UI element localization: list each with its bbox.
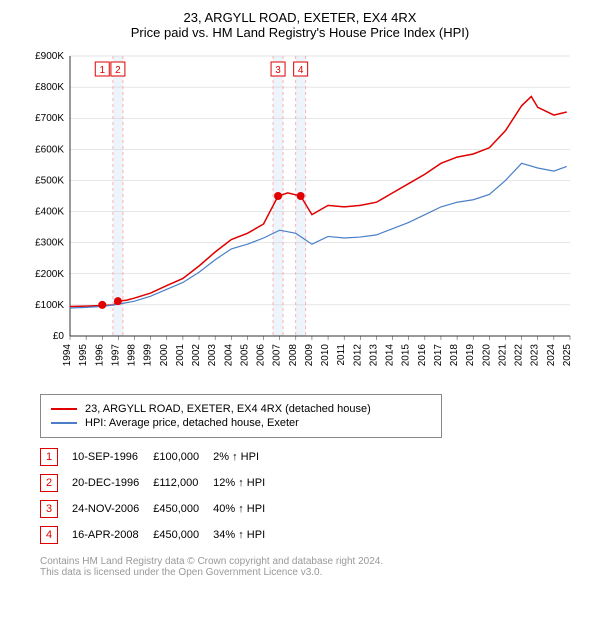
svg-text:£700K: £700K <box>35 113 64 124</box>
event-pct: 34% ↑ HPI <box>213 522 279 548</box>
event-price: £450,000 <box>153 522 213 548</box>
svg-text:2003: 2003 <box>207 344 218 367</box>
svg-text:2019: 2019 <box>465 344 476 367</box>
svg-text:2004: 2004 <box>223 344 234 367</box>
footer-attribution: Contains HM Land Registry data © Crown c… <box>40 556 590 578</box>
chart-title: 23, ARGYLL ROAD, EXETER, EX4 4RX Price p… <box>10 10 590 40</box>
legend-swatch <box>51 422 77 424</box>
svg-text:2014: 2014 <box>385 344 396 367</box>
table-row: 1 10-SEP-1996£100,0002% ↑ HPI <box>40 444 279 470</box>
event-date: 16-APR-2008 <box>72 522 153 548</box>
svg-text:2000: 2000 <box>159 344 170 367</box>
event-date: 20-DEC-1996 <box>72 470 153 496</box>
svg-text:2010: 2010 <box>320 344 331 367</box>
table-row: 4 16-APR-2008£450,00034% ↑ HPI <box>40 522 279 548</box>
event-date: 10-SEP-1996 <box>72 444 153 470</box>
svg-text:1999: 1999 <box>143 344 154 367</box>
event-pct: 12% ↑ HPI <box>213 470 279 496</box>
svg-text:2011: 2011 <box>336 344 347 366</box>
svg-text:2008: 2008 <box>288 344 299 367</box>
marker-label-3: 3 <box>275 65 281 76</box>
event-marker: 1 <box>40 448 58 466</box>
svg-text:£800K: £800K <box>35 82 64 93</box>
event-marker: 2 <box>40 474 58 492</box>
svg-text:1998: 1998 <box>127 344 138 367</box>
event-marker: 3 <box>40 500 58 518</box>
svg-text:2021: 2021 <box>497 344 508 367</box>
svg-text:2016: 2016 <box>417 344 428 367</box>
price-chart: £0 £100K £200K £300K £400K £500K £600K £700K £80… <box>20 46 580 386</box>
legend-row-0: 23, ARGYLL ROAD, EXETER, EX4 4RX (detach… <box>51 403 431 415</box>
legend-label: 23, ARGYLL ROAD, EXETER, EX4 4RX (detach… <box>85 403 371 415</box>
svg-text:2007: 2007 <box>272 344 283 367</box>
svg-text:£600K: £600K <box>35 144 64 155</box>
svg-text:2020: 2020 <box>481 344 492 367</box>
svg-text:2013: 2013 <box>368 344 379 367</box>
svg-text:2001: 2001 <box>175 344 186 367</box>
svg-text:£400K: £400K <box>35 207 64 218</box>
svg-text:2002: 2002 <box>191 344 202 367</box>
chart-container: £0 £100K £200K £300K £400K £500K £600K £700K £80… <box>20 46 580 386</box>
footer-line-1: Contains HM Land Registry data © Crown c… <box>40 556 590 567</box>
marker-dot-3 <box>274 192 282 200</box>
marker-dot-2 <box>114 297 122 305</box>
svg-text:2006: 2006 <box>256 344 267 367</box>
svg-text:1995: 1995 <box>78 344 89 367</box>
svg-text:2024: 2024 <box>546 344 557 367</box>
title-line-1: 23, ARGYLL ROAD, EXETER, EX4 4RX <box>10 10 590 25</box>
svg-text:1994: 1994 <box>62 344 73 367</box>
svg-text:£100K: £100K <box>35 300 64 311</box>
svg-text:2025: 2025 <box>562 344 573 367</box>
legend: 23, ARGYLL ROAD, EXETER, EX4 4RX (detach… <box>40 394 442 438</box>
svg-text:2017: 2017 <box>433 344 444 367</box>
marker-dot-1 <box>98 301 106 309</box>
marker-dot-4 <box>297 192 305 200</box>
footer-line-2: This data is licensed under the Open Gov… <box>40 567 590 578</box>
table-row: 2 20-DEC-1996£112,00012% ↑ HPI <box>40 470 279 496</box>
marker-label-4: 4 <box>298 65 304 76</box>
event-pct: 2% ↑ HPI <box>213 444 279 470</box>
event-marker: 4 <box>40 526 58 544</box>
event-pct: 40% ↑ HPI <box>213 496 279 522</box>
svg-text:£200K: £200K <box>35 269 64 280</box>
svg-text:2012: 2012 <box>352 344 363 367</box>
svg-text:£300K: £300K <box>35 238 64 249</box>
svg-text:2023: 2023 <box>530 344 541 367</box>
legend-row-1: HPI: Average price, detached house, Exet… <box>51 417 431 429</box>
legend-swatch <box>51 408 77 410</box>
svg-text:2018: 2018 <box>449 344 460 367</box>
event-price: £112,000 <box>153 470 213 496</box>
event-price: £450,000 <box>153 496 213 522</box>
svg-text:£500K: £500K <box>35 175 64 186</box>
svg-text:2009: 2009 <box>304 344 315 367</box>
marker-label-1: 1 <box>99 65 105 76</box>
title-line-2: Price paid vs. HM Land Registry's House … <box>10 25 590 40</box>
svg-text:2005: 2005 <box>239 344 250 367</box>
svg-text:2015: 2015 <box>401 344 412 367</box>
svg-text:£900K: £900K <box>35 51 64 62</box>
events-table: 1 10-SEP-1996£100,0002% ↑ HPI 2 20-DEC-1996… <box>40 444 279 548</box>
marker-label-2: 2 <box>115 65 121 76</box>
table-row: 3 24-NOV-2006£450,00040% ↑ HPI <box>40 496 279 522</box>
svg-text:2022: 2022 <box>514 344 525 367</box>
legend-label: HPI: Average price, detached house, Exet… <box>85 417 299 429</box>
svg-text:1996: 1996 <box>94 344 105 367</box>
svg-text:1997: 1997 <box>110 344 121 367</box>
svg-text:£0: £0 <box>53 331 65 342</box>
event-price: £100,000 <box>153 444 213 470</box>
event-date: 24-NOV-2006 <box>72 496 153 522</box>
